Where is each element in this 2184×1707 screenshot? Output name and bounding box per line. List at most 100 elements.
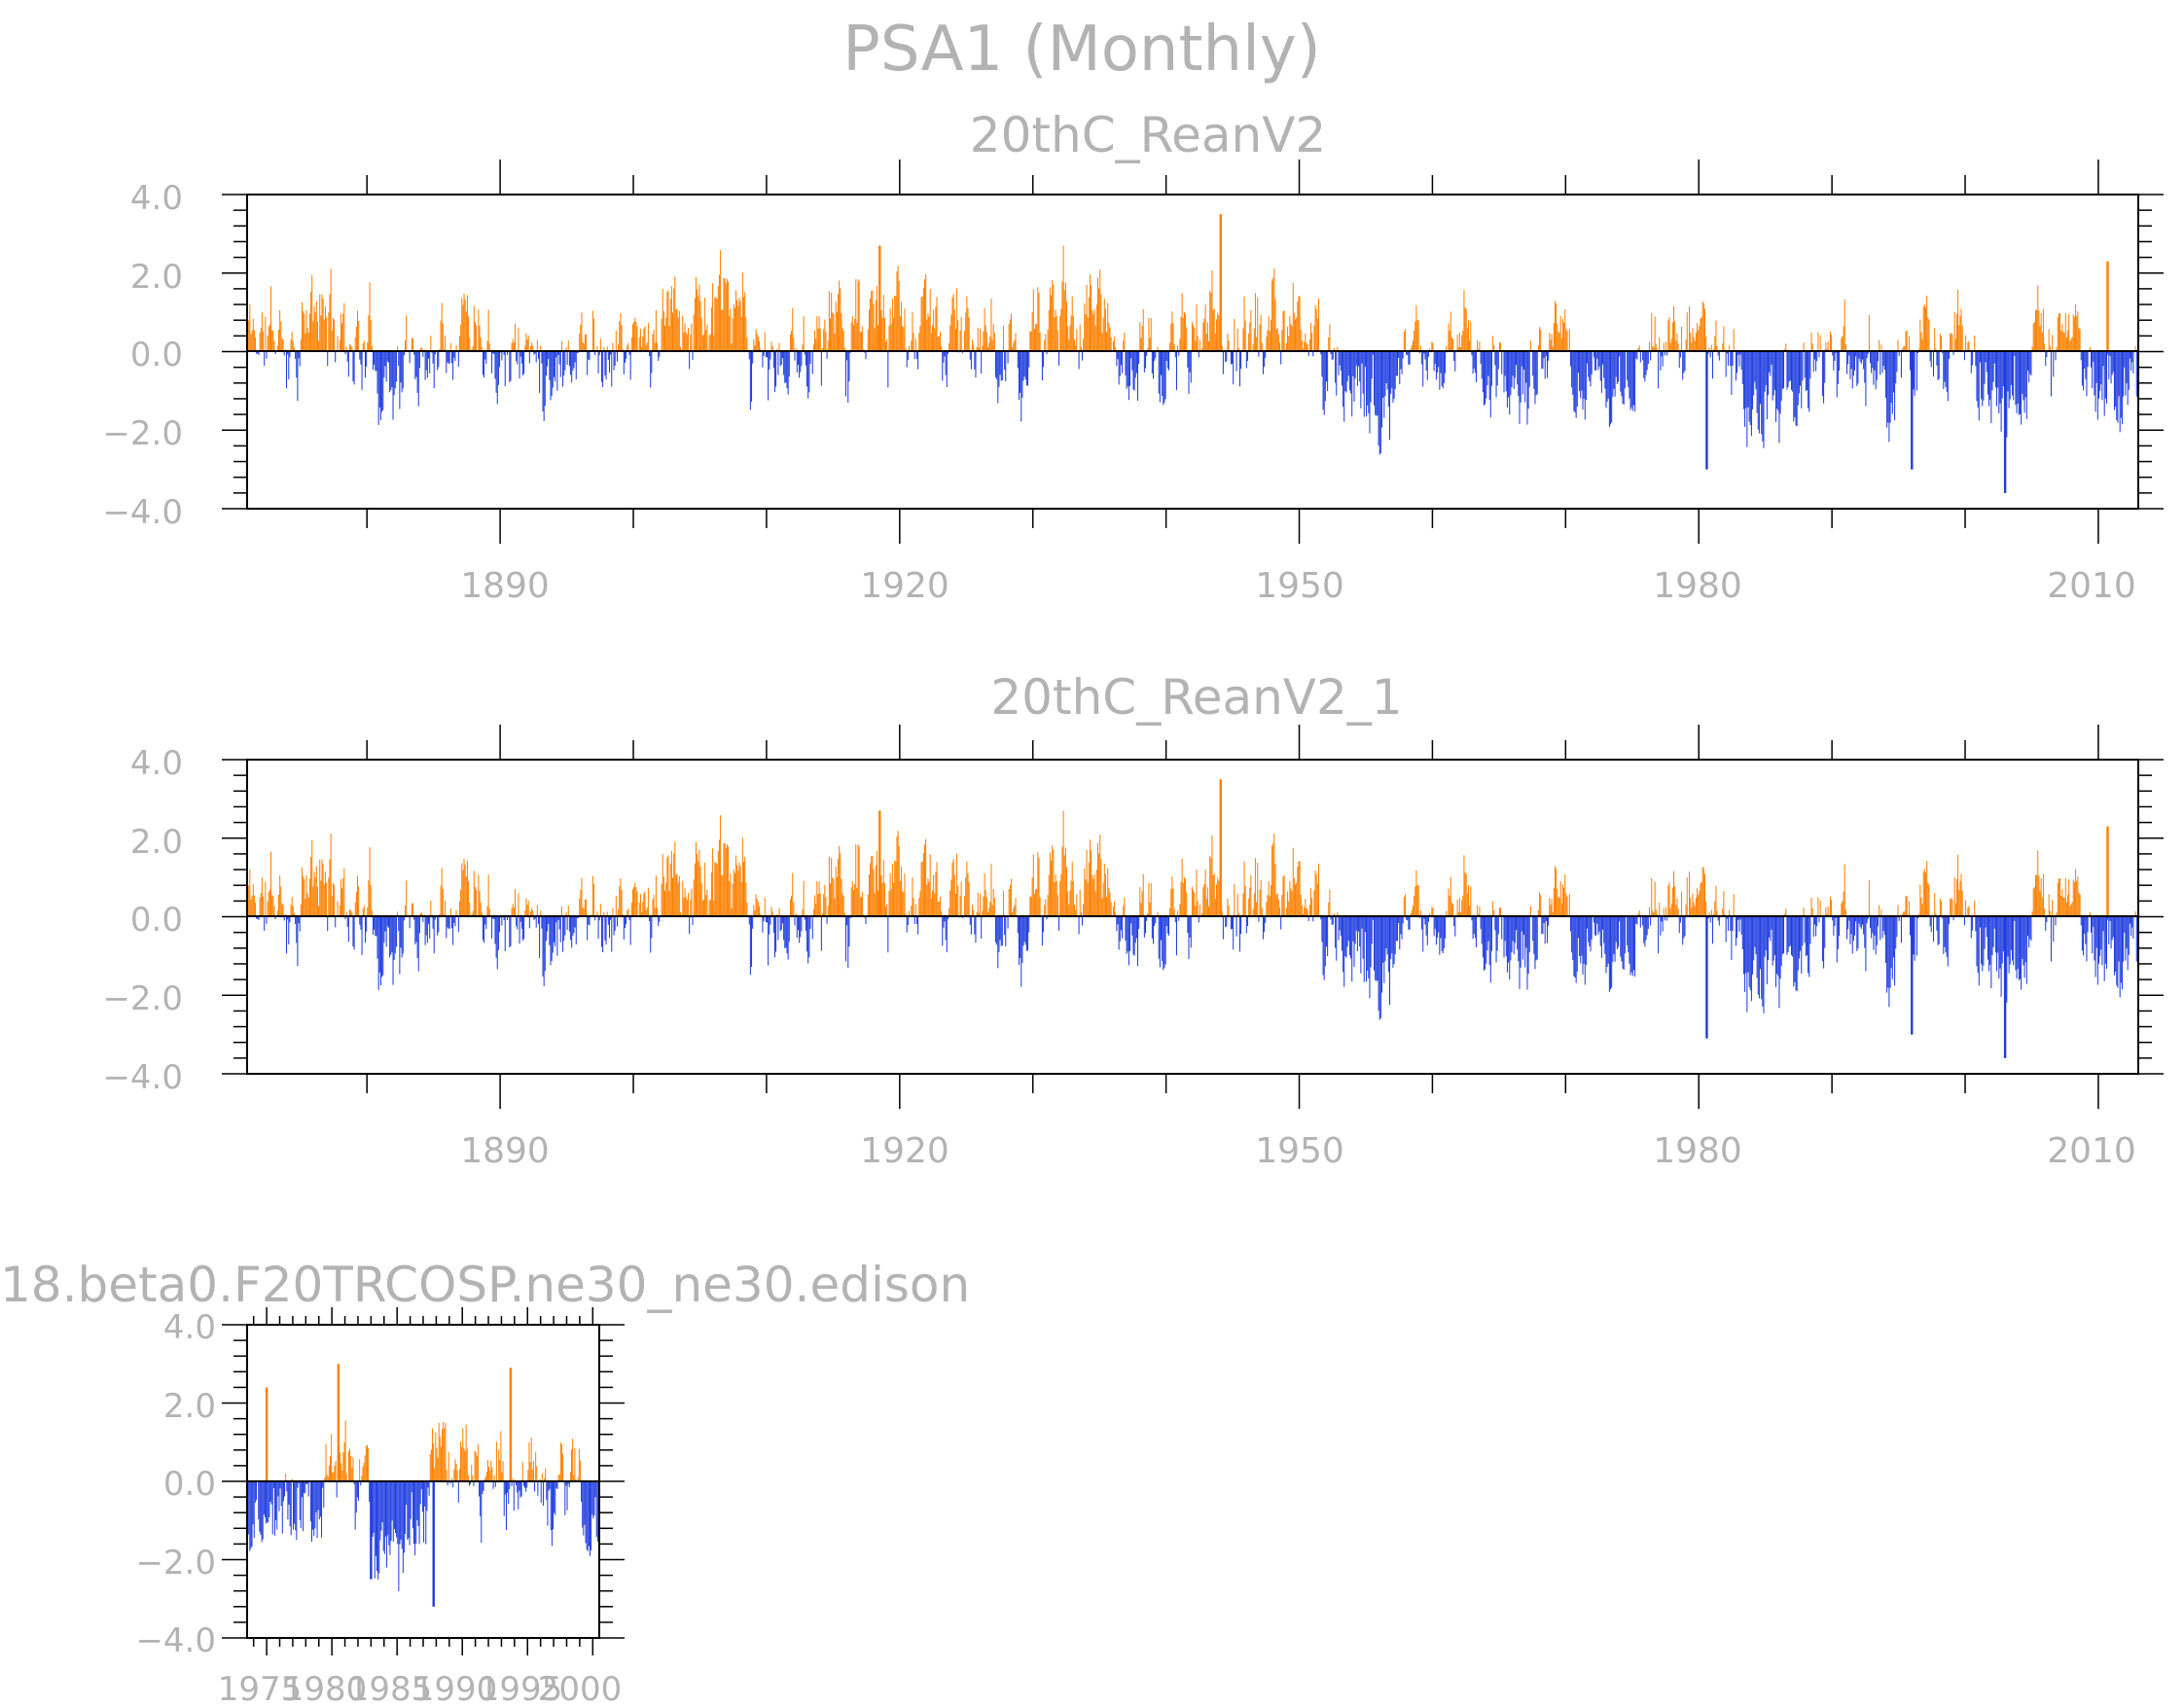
bar-positive	[471, 1465, 473, 1481]
bar-extreme	[370, 1481, 373, 1580]
bar-positive	[2031, 911, 2033, 917]
bar-positive	[1142, 873, 1144, 917]
bar-positive	[502, 1461, 504, 1481]
bar-positive	[343, 868, 345, 917]
bar-negative	[422, 351, 424, 357]
bar-negative	[1813, 916, 1815, 925]
bar-negative	[1800, 351, 1802, 386]
bar-negative	[1078, 351, 1080, 370]
bar-negative	[769, 351, 770, 370]
bar-negative	[570, 916, 572, 941]
bar-negative	[783, 916, 785, 941]
bar-positive	[474, 322, 476, 352]
bar-negative	[1427, 916, 1429, 922]
bar-positive	[281, 338, 283, 352]
bar-negative	[2001, 916, 2003, 964]
bar-negative	[1391, 916, 1393, 953]
bar-negative	[1324, 351, 1326, 402]
bar-positive	[928, 881, 930, 917]
bar-positive	[874, 893, 876, 917]
bar-positive	[666, 857, 668, 917]
bar-negative	[848, 916, 850, 947]
bar-positive	[964, 331, 966, 352]
bar-positive	[803, 315, 805, 352]
bar-negative	[1138, 916, 1140, 930]
bar-negative	[1662, 351, 1664, 367]
bar-negative	[1616, 916, 1618, 949]
bar-positive	[883, 318, 885, 352]
bar-positive	[1030, 896, 1032, 917]
bar-positive	[1214, 899, 1216, 917]
bar-positive	[455, 344, 457, 352]
bar-negative	[1126, 916, 1128, 954]
bar-positive	[895, 861, 897, 917]
bar-negative	[1513, 916, 1515, 954]
bar-negative	[1598, 916, 1600, 932]
bar-negative	[1525, 916, 1527, 948]
bar-negative	[1505, 351, 1507, 392]
bar-positive	[442, 1429, 444, 1481]
bar-positive	[1670, 338, 1672, 352]
bar-negative	[849, 916, 851, 918]
bar-positive	[565, 347, 567, 352]
bar-positive	[980, 329, 982, 352]
bar-negative	[2080, 916, 2082, 926]
bar-positive	[344, 1420, 346, 1481]
bar-negative	[800, 351, 802, 373]
bar-positive	[1957, 289, 1959, 352]
bar-positive	[261, 312, 263, 352]
bar-positive	[439, 1437, 441, 1481]
bar-negative	[1018, 351, 1020, 400]
bar-positive	[937, 337, 939, 352]
bar-positive	[1254, 293, 1256, 352]
bar-positive	[828, 856, 830, 917]
bar-positive	[935, 306, 937, 352]
bar-negative	[2014, 351, 2016, 356]
bar-positive	[467, 1475, 469, 1481]
bar-negative	[1116, 916, 1118, 932]
bar-positive	[1317, 863, 1319, 917]
bar-negative	[970, 351, 972, 370]
bar-positive	[698, 284, 700, 352]
bar-negative	[1424, 916, 1426, 925]
bar-positive	[532, 345, 534, 352]
bar-positive	[1149, 903, 1151, 917]
bar-negative	[296, 916, 298, 943]
bar-positive	[465, 1424, 467, 1481]
bar-positive	[512, 904, 514, 917]
bar-positive	[313, 306, 315, 352]
bar-negative	[1580, 351, 1582, 399]
bar-negative	[1709, 351, 1711, 358]
bar-positive	[891, 298, 893, 352]
bar-negative	[511, 1481, 513, 1486]
bar-positive	[1073, 905, 1076, 917]
bar-negative	[282, 1481, 284, 1502]
bar-negative	[942, 351, 944, 381]
bar-negative	[1119, 916, 1121, 942]
bar-negative	[1852, 351, 1854, 376]
bar-negative	[1118, 351, 1120, 385]
bar-positive	[953, 309, 955, 352]
bar-negative	[1321, 916, 1323, 942]
bar-positive	[1064, 282, 1066, 352]
bar-positive	[2070, 904, 2072, 917]
bar-positive	[2075, 869, 2077, 917]
bar-negative	[804, 351, 806, 355]
bar-negative	[258, 916, 260, 920]
bar-positive	[281, 903, 283, 917]
y-tick-label: 4.0	[163, 1308, 216, 1347]
bar-negative	[2093, 916, 2094, 928]
bar-positive	[1139, 887, 1141, 917]
bar-positive	[1410, 348, 1412, 352]
bar-negative	[361, 916, 363, 955]
bar-positive	[486, 1459, 488, 1481]
bar-negative	[1737, 916, 1739, 920]
bar-positive	[445, 900, 447, 917]
bar-negative	[1876, 916, 1878, 945]
bar-positive	[1681, 891, 1683, 917]
bar-negative	[447, 351, 448, 363]
bar-negative	[1777, 916, 1779, 977]
bar-negative	[545, 351, 547, 376]
bar-negative	[768, 916, 770, 966]
